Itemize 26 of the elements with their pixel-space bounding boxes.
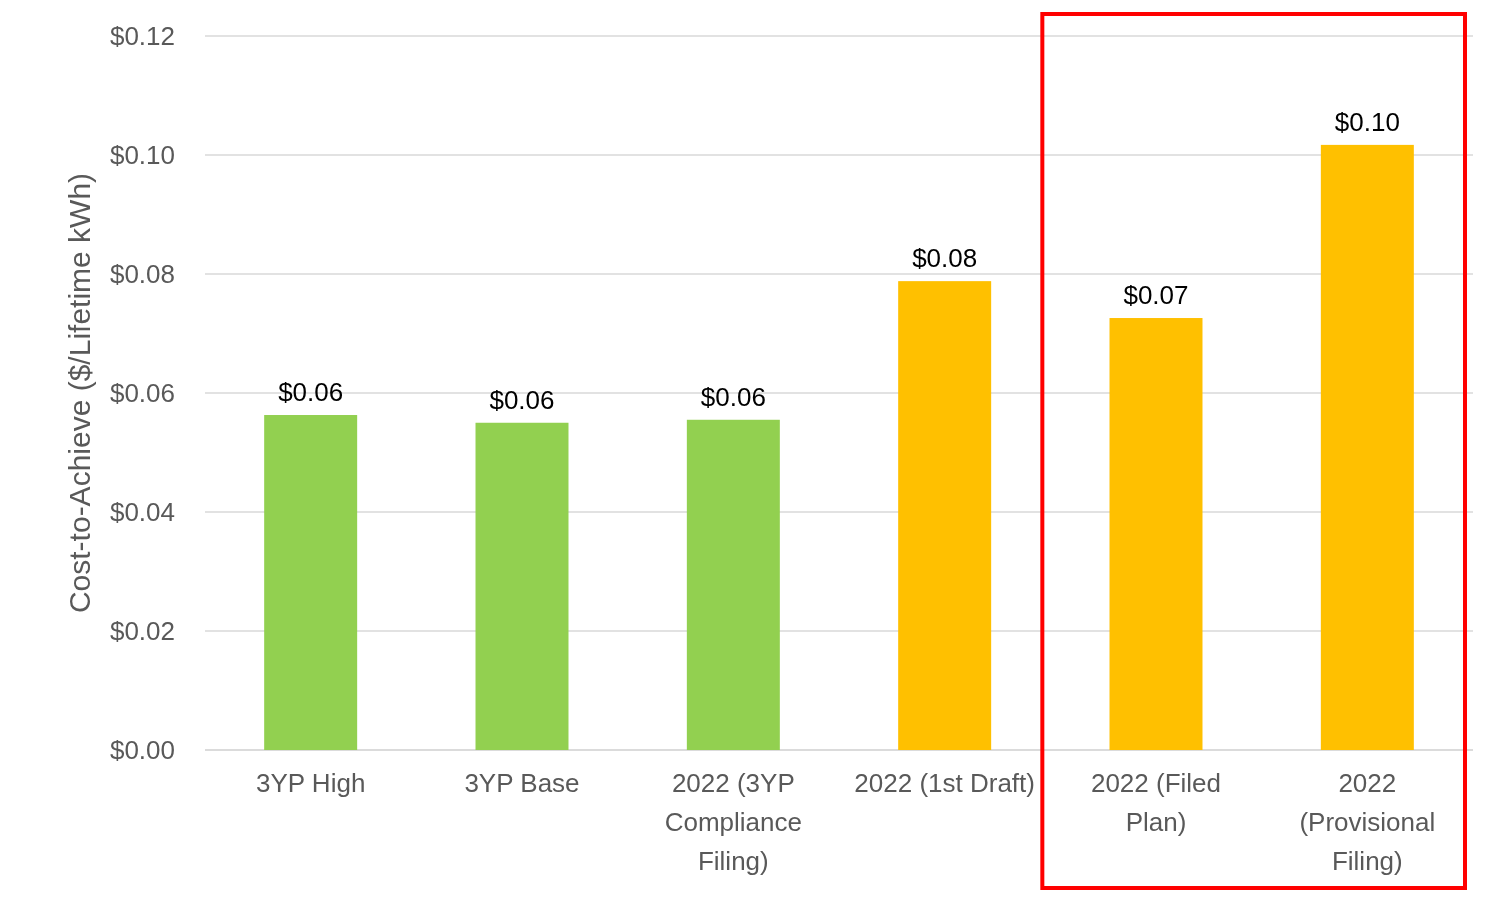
data-label: $0.06	[489, 384, 555, 415]
y-tick-label: $0.04	[109, 497, 175, 528]
y-tick-label: $0.08	[109, 259, 175, 290]
x-tick-label: 2022 (1st Draft)	[854, 768, 1035, 798]
y-tick-label: $0.12	[109, 21, 175, 52]
data-label: $0.06	[700, 381, 766, 412]
x-tick-label: 2022 (Filed Plan)	[1090, 768, 1222, 837]
data-label: $0.06	[278, 377, 344, 408]
y-tick-label: $0.00	[109, 735, 175, 766]
y-axis-title: Cost-to-Achieve ($/Lifetime kWh)	[63, 172, 96, 614]
x-tick-label: 3YP Base	[464, 768, 580, 798]
bar	[1320, 144, 1414, 750]
y-tick-label: $0.02	[109, 616, 175, 647]
x-tick-label: 3YP High	[255, 768, 366, 798]
bar	[264, 415, 358, 750]
data-label: $0.07	[1123, 280, 1189, 311]
bar	[686, 419, 780, 750]
x-tick-label: 2022 (3YP Compliance Filing)	[664, 768, 802, 876]
x-tick-label: 2022 (Provisional Filing)	[1299, 768, 1436, 876]
y-tick-label: $0.06	[109, 378, 175, 409]
bar	[1109, 318, 1203, 750]
y-tick-label: $0.10	[109, 140, 175, 171]
bar	[898, 281, 992, 750]
bar	[475, 422, 569, 750]
data-label: $0.08	[912, 243, 978, 274]
data-label: $0.10	[1334, 106, 1400, 137]
